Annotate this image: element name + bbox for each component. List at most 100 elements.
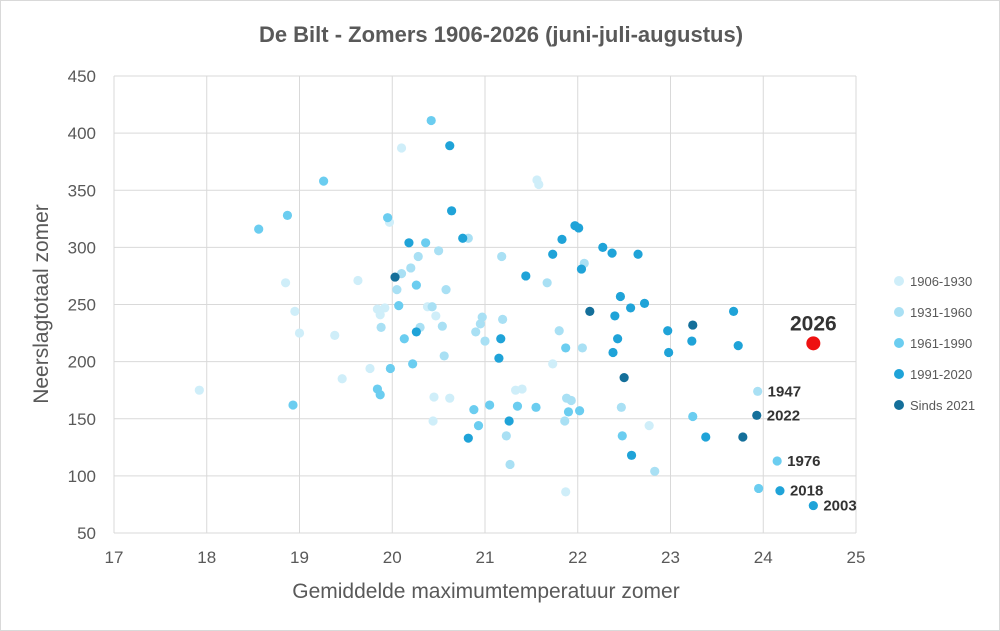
data-point — [428, 416, 438, 426]
data-point — [554, 326, 564, 336]
data-point — [365, 363, 375, 374]
data-point — [561, 343, 571, 353]
data-point — [663, 326, 673, 336]
data-point — [504, 416, 514, 426]
data-point — [485, 400, 495, 410]
data-point — [294, 328, 305, 338]
data-point — [445, 141, 455, 151]
highlight-point-2026 — [806, 336, 821, 351]
data-point — [575, 406, 585, 416]
data-point — [496, 334, 506, 344]
data-point — [411, 280, 421, 290]
legend-marker — [894, 307, 904, 317]
data-point — [754, 483, 764, 494]
y-tick-label: 400 — [68, 124, 96, 143]
legend-label: Sinds 2021 — [910, 398, 975, 413]
data-point — [494, 353, 504, 363]
data-point — [421, 238, 431, 248]
data-point — [548, 249, 558, 259]
legend: 1906-1930 1931-1960 1961-1990 1991-2020 Sind… — [894, 274, 975, 413]
data-point — [512, 401, 523, 411]
data-point — [431, 311, 441, 321]
data-point — [394, 301, 404, 311]
data-point — [254, 224, 264, 234]
x-tick-label: 21 — [476, 548, 495, 567]
data-point — [542, 278, 552, 288]
data-point — [406, 263, 416, 273]
x-tick-label: 24 — [754, 548, 773, 567]
data-point — [290, 306, 300, 316]
data-point — [375, 310, 385, 320]
legend-marker — [894, 276, 904, 286]
data-point — [376, 322, 386, 332]
data-point — [615, 291, 626, 302]
y-tick-label: 100 — [68, 467, 96, 486]
data-point — [390, 272, 400, 282]
data-point — [733, 341, 743, 351]
data-point — [616, 402, 626, 412]
data-point — [458, 233, 468, 243]
annotation-label: 2018 — [790, 483, 823, 500]
data-point — [576, 264, 587, 274]
data-point — [619, 373, 629, 383]
data-point — [560, 416, 570, 426]
data-point — [194, 385, 204, 395]
data-point — [577, 343, 587, 353]
data-point — [772, 456, 782, 466]
x-tick-label: 25 — [847, 548, 866, 567]
data-point — [534, 179, 544, 190]
data-point — [563, 407, 574, 417]
annotation-label: 1976 — [787, 453, 820, 470]
data-point — [626, 450, 637, 460]
data-point — [775, 486, 785, 496]
legend-label: 1931-1960 — [910, 305, 972, 320]
data-point — [574, 223, 584, 233]
data-point — [408, 359, 418, 369]
data-point — [561, 487, 571, 497]
x-tick-label: 19 — [290, 548, 309, 567]
x-tick-label: 18 — [197, 548, 216, 567]
x-tick-label: 22 — [568, 548, 587, 567]
y-tick-label: 150 — [68, 410, 96, 429]
data-point — [753, 386, 763, 396]
data-point — [383, 213, 393, 223]
x-tick-label: 23 — [661, 548, 680, 567]
annotation-label: 2022 — [767, 407, 800, 424]
y-tick-label: 300 — [68, 238, 96, 257]
data-point — [517, 384, 527, 394]
data-point — [463, 433, 473, 443]
data-point — [688, 411, 698, 422]
data-point — [505, 459, 515, 470]
data-point — [280, 278, 291, 288]
data-point — [644, 421, 654, 431]
y-tick-label: 250 — [68, 296, 96, 315]
data-point — [471, 327, 481, 337]
data-point — [427, 302, 437, 312]
data-point — [380, 303, 390, 313]
data-point — [392, 285, 402, 295]
data-point — [752, 410, 762, 420]
data-point — [480, 336, 490, 346]
data-point — [531, 402, 541, 412]
data-point — [610, 311, 620, 321]
data-point — [330, 330, 340, 340]
legend-label: 1961-1990 — [910, 336, 972, 351]
data-point — [447, 206, 457, 216]
legend-marker — [894, 400, 904, 410]
data-point — [404, 238, 414, 248]
data-point — [687, 336, 697, 346]
data-point — [728, 306, 739, 316]
legend-marker — [894, 338, 904, 348]
data-point — [434, 246, 444, 256]
data-point — [385, 363, 395, 374]
data-point — [396, 143, 407, 153]
data-point — [633, 249, 643, 259]
data-point — [353, 275, 363, 286]
data-point — [473, 421, 484, 431]
data-point — [375, 390, 385, 400]
data-point — [688, 320, 698, 330]
data-point — [477, 312, 487, 322]
